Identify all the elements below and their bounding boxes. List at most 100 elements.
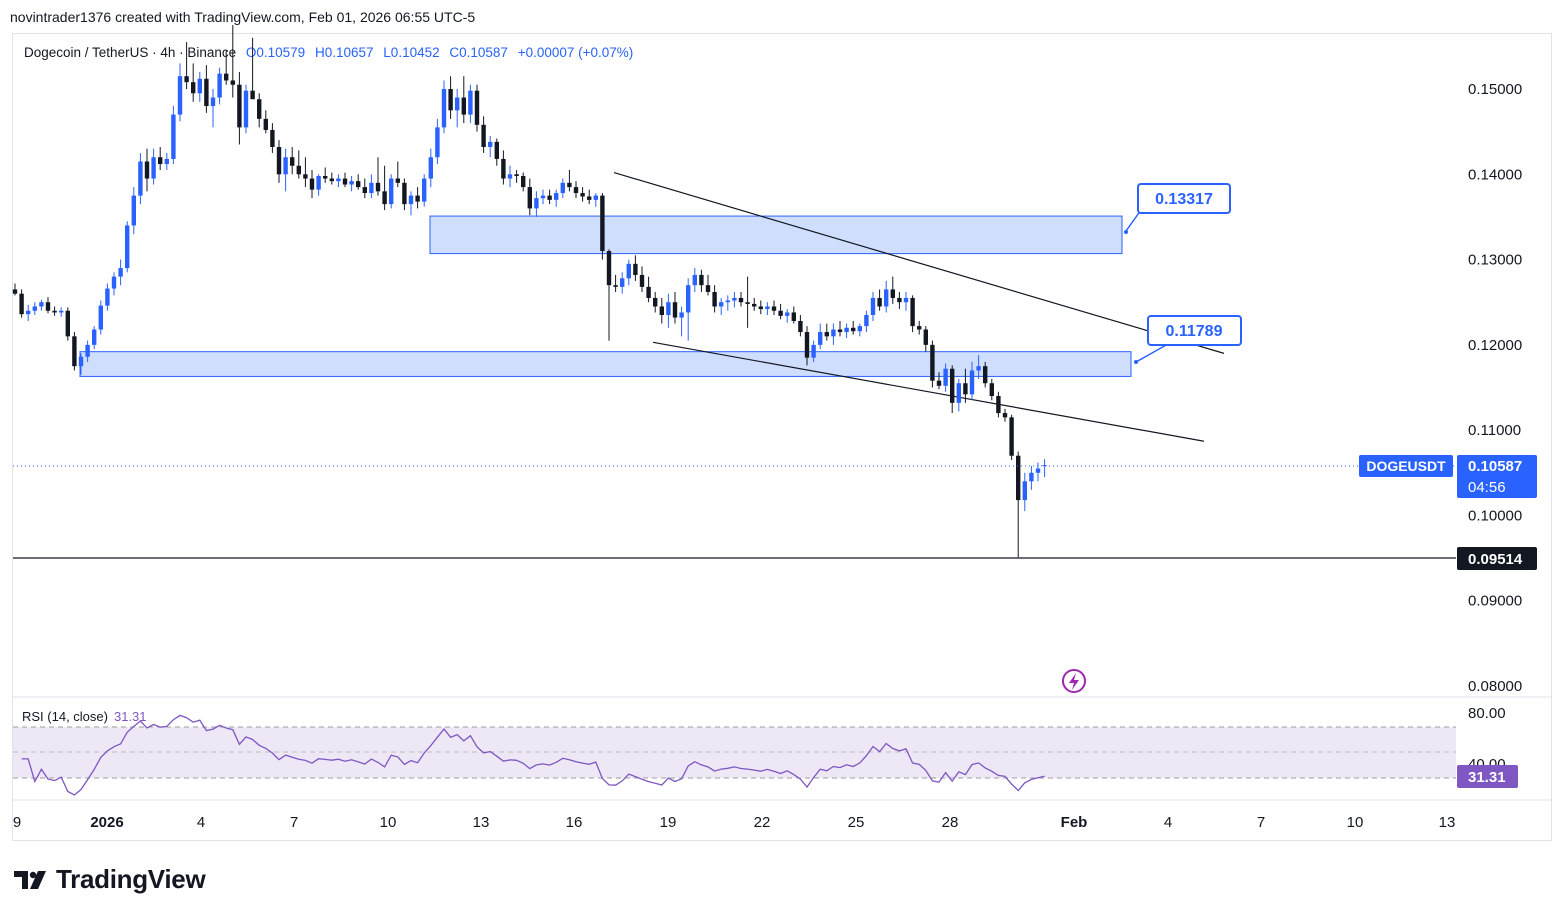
zone-callout-upper[interactable]: 0.13317: [1124, 183, 1231, 234]
symbol-name[interactable]: Dogecoin / TetherUS · 4h · Binance: [24, 45, 237, 60]
candle: [917, 320, 922, 335]
candle: [342, 172, 348, 188]
candle: [501, 150, 506, 185]
candle: [837, 320, 843, 337]
candle: [514, 170, 519, 183]
price-tick: 0.09000: [1468, 593, 1522, 610]
candle: [877, 289, 882, 311]
candle: [171, 106, 176, 165]
time-tick: 7: [290, 814, 298, 831]
zone-callout-lower[interactable]: 0.11789: [1134, 315, 1242, 364]
price-scale: 0.15000 0.14000 0.13000 0.12000 0.11000 0.100…: [1468, 81, 1522, 695]
candle: [844, 323, 849, 339]
candle: [98, 300, 103, 335]
candle: [177, 63, 183, 122]
candle: [45, 297, 51, 314]
candle: [692, 268, 697, 292]
price-tick: 0.10000: [1468, 507, 1522, 524]
hline-price-badge[interactable]: 0.09514: [1457, 547, 1537, 570]
candle: [1016, 451, 1021, 558]
candle: [699, 269, 704, 292]
event-marker[interactable]: [1062, 669, 1086, 693]
candle: [125, 221, 130, 273]
price-tick: 0.08000: [1468, 678, 1522, 695]
open-value: O0.10579: [245, 45, 306, 60]
candle: [422, 174, 427, 207]
time-tick: 10: [380, 814, 397, 831]
symbol-header: Dogecoin / TetherUS · 4h · Binance O0.10…: [24, 45, 639, 60]
rsi-pane[interactable]: 80.00 40.00 31.31: [13, 705, 1518, 796]
candle: [804, 326, 810, 366]
candle: [131, 187, 136, 234]
rsi-legend[interactable]: RSI (14, close) 31.31: [22, 709, 147, 724]
candle: [349, 175, 354, 192]
time-tick: Feb: [1061, 814, 1088, 831]
candle: [791, 306, 796, 324]
candle: [435, 118, 440, 165]
candle: [276, 140, 282, 183]
zone-0[interactable]: [429, 215, 1123, 255]
last-price-label: 0.10587: [1468, 458, 1522, 475]
candle: [217, 67, 222, 105]
candle: [197, 71, 202, 102]
time-tick: 7: [1257, 814, 1265, 831]
candles-group: [12, 25, 1047, 558]
candle: [956, 378, 961, 412]
candle: [989, 378, 994, 401]
rsi-scale-80: 80.00: [1468, 705, 1506, 722]
candle: [468, 84, 473, 124]
candle: [283, 148, 288, 192]
candle: [857, 323, 862, 337]
trendline-lower[interactable]: [652, 341, 1205, 442]
candle: [441, 80, 447, 134]
candle: [785, 309, 790, 323]
candle: [950, 365, 955, 414]
candle: [78, 353, 84, 375]
low-value: L0.10452: [383, 45, 440, 60]
rsi-legend-value: 31.31: [113, 709, 147, 724]
candle: [448, 76, 453, 119]
candle: [507, 165, 513, 188]
tradingview-logo[interactable]: TradingView: [14, 864, 206, 895]
candle: [250, 37, 255, 100]
chart-frame[interactable]: [12, 33, 1552, 841]
candle: [969, 361, 975, 401]
time-tick: 19: [660, 814, 677, 831]
candle: [184, 42, 189, 89]
time-tick: 4: [197, 814, 205, 831]
candle: [930, 340, 935, 388]
zone-1[interactable]: [79, 351, 1132, 377]
last-price-badge[interactable]: DOGEUSDT 0.10587 04:56: [1359, 455, 1537, 498]
candle: [811, 340, 816, 362]
candle: [461, 76, 466, 124]
candle: [659, 297, 664, 324]
time-tick: 2026: [90, 814, 123, 831]
candle: [831, 323, 836, 345]
candle: [389, 174, 394, 209]
candle: [309, 170, 315, 199]
candle: [290, 146, 295, 175]
time-tick: 4: [1164, 814, 1172, 831]
candle: [210, 89, 216, 128]
candle: [646, 276, 651, 303]
candle: [375, 157, 381, 196]
candle: [224, 50, 229, 85]
candle: [65, 307, 70, 341]
trendline-upper[interactable]: [613, 172, 1225, 354]
candle: [923, 326, 928, 352]
candle: [303, 157, 308, 188]
tradingview-logo-icon: [14, 870, 46, 889]
candle: [705, 274, 711, 296]
candle: [362, 178, 367, 199]
candle: [534, 191, 539, 217]
time-tick: 9: [13, 814, 21, 831]
candle: [243, 84, 249, 134]
candle: [1022, 472, 1027, 512]
candle: [428, 148, 433, 188]
price-tick: 0.12000: [1468, 337, 1522, 354]
candle: [587, 189, 592, 205]
zone-callout-upper-label: 0.13317: [1155, 191, 1213, 208]
candle: [323, 167, 328, 183]
candle: [903, 291, 909, 311]
